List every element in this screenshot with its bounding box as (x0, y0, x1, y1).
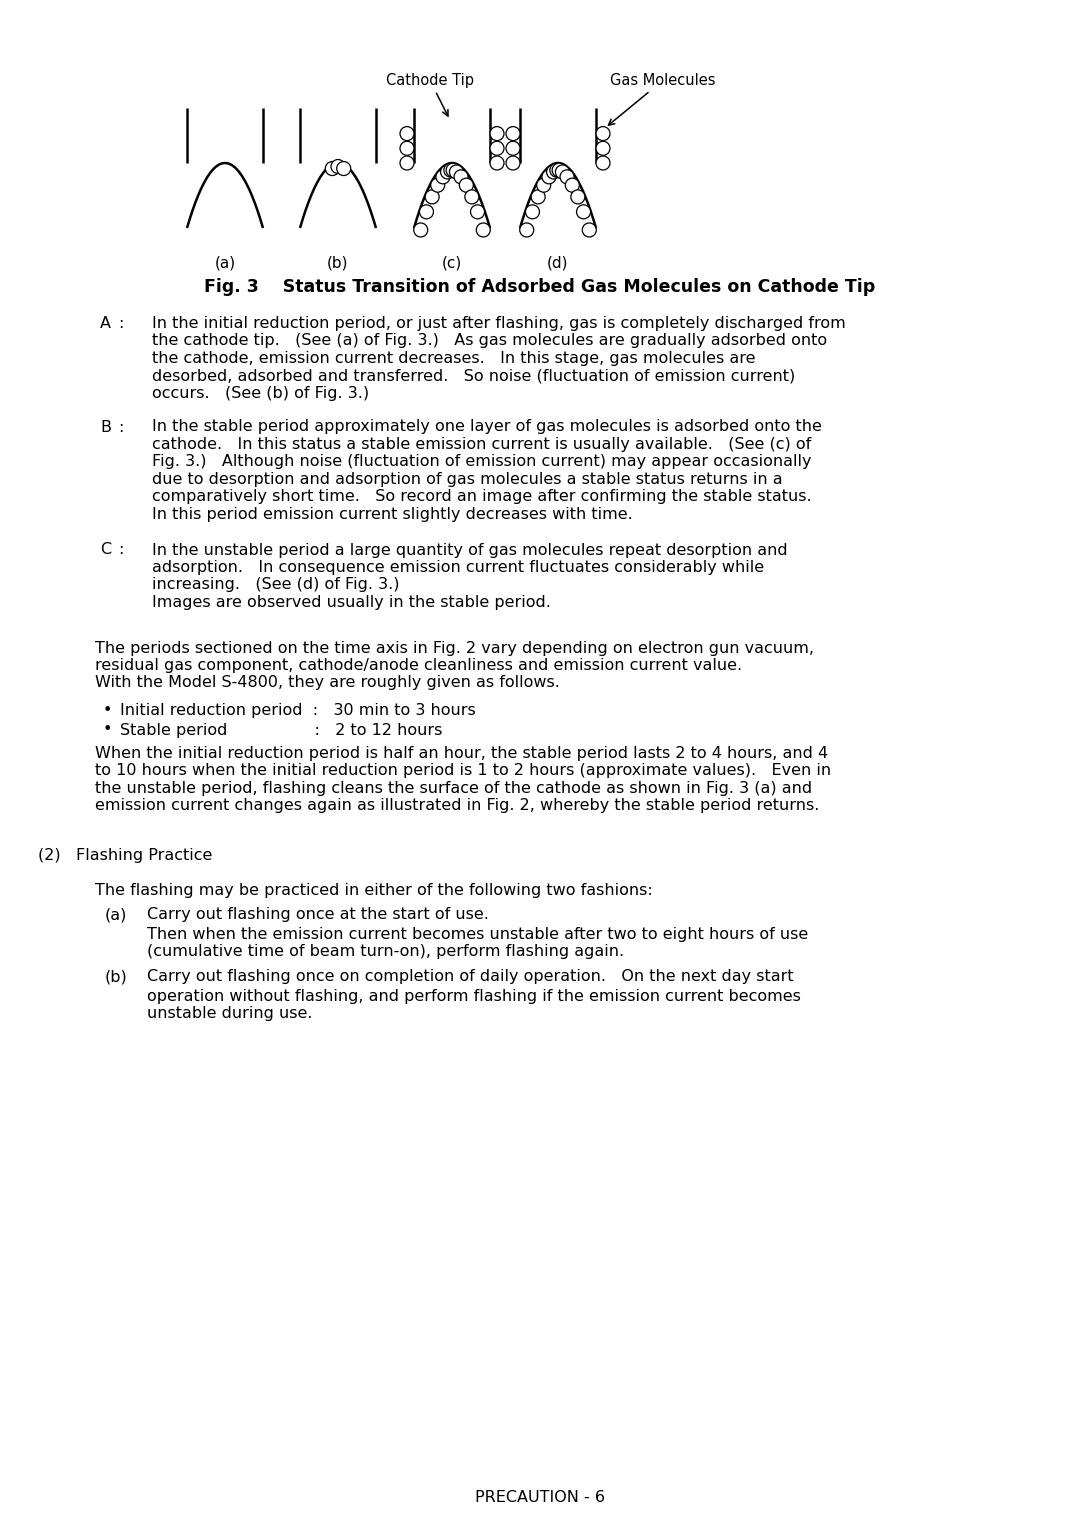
Text: Carry out flashing once at the start of use.: Carry out flashing once at the start of … (147, 908, 489, 921)
Circle shape (337, 162, 351, 176)
Text: The periods sectioned on the time axis in Fig. 2 vary depending on electron gun : The periods sectioned on the time axis i… (95, 640, 814, 691)
Text: (c): (c) (442, 257, 462, 270)
Circle shape (571, 189, 585, 203)
Text: Fig. 3    Status Transition of Adsorbed Gas Molecules on Cathode Tip: Fig. 3 Status Transition of Adsorbed Gas… (204, 278, 876, 296)
Circle shape (507, 156, 519, 170)
Circle shape (471, 205, 485, 219)
Circle shape (526, 205, 540, 219)
Text: Cathode Tip: Cathode Tip (386, 73, 474, 116)
Circle shape (476, 223, 490, 237)
Circle shape (419, 205, 433, 219)
Circle shape (596, 141, 610, 156)
Circle shape (454, 170, 468, 183)
Circle shape (537, 179, 551, 193)
Circle shape (542, 170, 556, 183)
Circle shape (596, 156, 610, 170)
Circle shape (546, 165, 561, 179)
Text: :: : (118, 316, 123, 332)
Text: A: A (100, 316, 111, 332)
Text: •: • (103, 703, 112, 718)
Text: (2)   Flashing Practice: (2) Flashing Practice (38, 848, 213, 863)
Text: In the stable period approximately one layer of gas molecules is adsorbed onto t: In the stable period approximately one l… (152, 420, 822, 521)
Circle shape (577, 205, 591, 219)
Text: B: B (100, 420, 111, 434)
Circle shape (431, 179, 445, 193)
Text: (a): (a) (105, 908, 127, 921)
Circle shape (400, 141, 414, 156)
Text: Carry out flashing once on completion of daily operation.   On the next day star: Carry out flashing once on completion of… (147, 969, 794, 984)
Circle shape (446, 163, 460, 177)
Circle shape (550, 163, 564, 177)
Text: •: • (103, 723, 112, 738)
Text: In the initial reduction period, or just after flashing, gas is completely disch: In the initial reduction period, or just… (152, 316, 846, 400)
Circle shape (400, 156, 414, 170)
Circle shape (531, 189, 545, 203)
Circle shape (490, 127, 504, 141)
Circle shape (507, 127, 519, 141)
Text: (b): (b) (105, 969, 127, 984)
Circle shape (441, 165, 455, 179)
Circle shape (449, 165, 463, 179)
Text: (a): (a) (215, 257, 235, 270)
Circle shape (400, 127, 414, 141)
Circle shape (436, 170, 450, 183)
Text: In the unstable period a large quantity of gas molecules repeat desorption and
a: In the unstable period a large quantity … (152, 542, 787, 610)
Circle shape (464, 189, 478, 203)
Circle shape (444, 163, 458, 177)
Text: When the initial reduction period is half an hour, the stable period lasts 2 to : When the initial reduction period is hal… (95, 746, 832, 813)
Text: Initial reduction period  :   30 min to 3 hours: Initial reduction period : 30 min to 3 h… (120, 703, 476, 718)
Text: :: : (118, 420, 123, 434)
Text: C: C (100, 542, 111, 558)
Circle shape (490, 156, 504, 170)
Circle shape (561, 170, 575, 183)
Text: The flashing may be practiced in either of the following two fashions:: The flashing may be practiced in either … (95, 883, 652, 898)
Text: operation without flashing, and perform flashing if the emission current becomes: operation without flashing, and perform … (147, 989, 801, 1021)
Circle shape (596, 127, 610, 141)
Text: Then when the emission current becomes unstable after two to eight hours of use
: Then when the emission current becomes u… (147, 926, 808, 960)
Circle shape (490, 141, 504, 156)
Circle shape (507, 141, 519, 156)
Circle shape (552, 163, 566, 177)
Text: (b): (b) (327, 257, 349, 270)
Circle shape (555, 165, 569, 179)
Text: Stable period                 :   2 to 12 hours: Stable period : 2 to 12 hours (120, 723, 443, 738)
Text: PRECAUTION - 6: PRECAUTION - 6 (475, 1490, 605, 1505)
Circle shape (414, 223, 428, 237)
Circle shape (519, 223, 534, 237)
Circle shape (426, 189, 440, 203)
Text: (d): (d) (548, 257, 569, 270)
Circle shape (565, 179, 579, 193)
Text: :: : (118, 542, 123, 558)
Circle shape (330, 159, 345, 174)
Circle shape (459, 179, 473, 193)
Text: Gas Molecules: Gas Molecules (608, 73, 715, 125)
Circle shape (582, 223, 596, 237)
Circle shape (325, 162, 339, 176)
